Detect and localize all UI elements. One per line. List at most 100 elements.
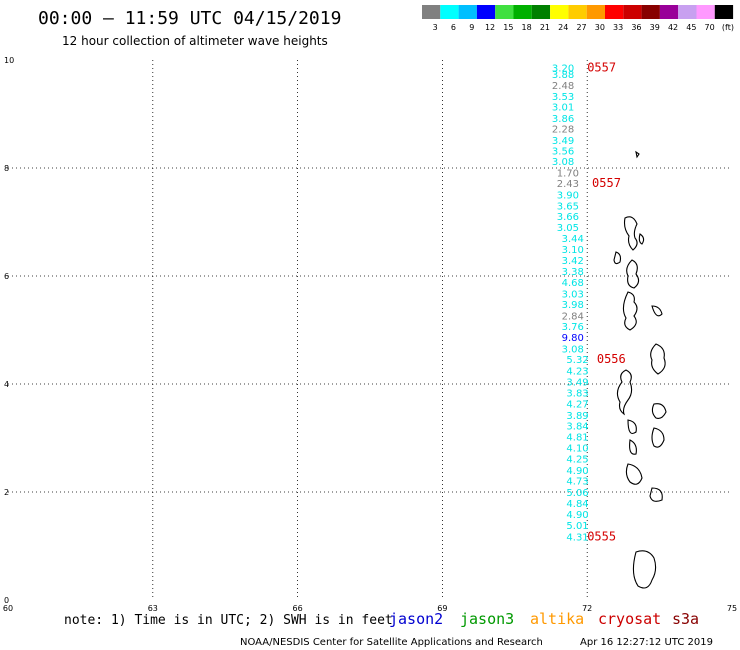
satellite-legend-jason2: jason2	[389, 610, 443, 628]
pass-time-label: 0556	[597, 352, 626, 366]
wave-height-point: 3.65	[557, 201, 579, 212]
wave-height-point: 4.90	[566, 466, 588, 477]
wave-height-point: 5.06	[566, 488, 588, 499]
wave-height-point: 4.90	[566, 510, 588, 521]
wave-height-point: 4.84	[566, 499, 588, 510]
satellite-legend-altika: altika	[530, 610, 584, 628]
wave-height-point: 3.03	[562, 289, 584, 300]
color-scale-label: 39	[650, 23, 660, 32]
wave-height-point: 4.25	[566, 455, 588, 466]
x-tick-label: 66	[293, 604, 303, 613]
wave-height-point: 3.83	[566, 389, 588, 400]
wave-height-point: 3.44	[562, 234, 584, 245]
wave-height-point: 4.81	[566, 432, 588, 443]
color-scale-legend: 3 6 9 12 15 18 21 24 27 30 33 36 39 42 45 70 (ft)	[422, 5, 734, 32]
footer-credit: NOAA/NESDIS Center for Satellite Applica…	[240, 637, 543, 648]
wave-height-point: 3.05	[557, 223, 579, 234]
wave-height-point: 3.49	[566, 377, 588, 388]
color-scale-swatch	[513, 5, 532, 19]
wave-height-point: 3.42	[562, 256, 584, 267]
color-scale-label: 21	[540, 23, 550, 32]
color-scale-swatch	[659, 5, 679, 19]
footer-note: note: 1) Time is in UTC; 2) SWH is in fe…	[64, 613, 393, 628]
island-outline	[613, 251, 622, 265]
color-scale-swatch	[678, 5, 697, 19]
wave-height-point: 3.53	[552, 92, 574, 103]
axis-ticks: 60 63 66 69 72 75 0 2 4 6 8 10	[3, 56, 737, 613]
island-outline	[651, 305, 663, 317]
wave-height-point: 3.20	[552, 64, 574, 75]
y-tick-label: 6	[4, 272, 9, 281]
color-scale-label: 18	[522, 23, 532, 32]
color-scale-swatch	[531, 5, 551, 19]
wave-height-point: 3.01	[552, 102, 574, 113]
wave-height-point: 3.10	[562, 245, 584, 256]
x-tick-label: 72	[582, 604, 592, 613]
island-outline	[650, 343, 666, 375]
wave-height-point: 1.70	[557, 168, 579, 179]
wave-height-point: 3.88	[552, 70, 574, 81]
island-outline	[616, 369, 633, 416]
chart-subtitle: 12 hour collection of altimeter wave hei…	[62, 34, 328, 48]
pass-time-label: 0557	[592, 176, 621, 190]
x-tick-label: 69	[437, 604, 447, 613]
island-outline	[651, 427, 665, 448]
color-scale-label: 36	[631, 23, 641, 32]
y-tick-label: 2	[4, 488, 9, 497]
wave-height-point: 2.48	[552, 81, 574, 92]
color-scale-label: 42	[668, 23, 678, 32]
satellite-legend-cryosat: cryosat	[598, 610, 661, 628]
wave-height-point: 2.28	[552, 125, 574, 136]
wave-height-point: 4.31	[566, 532, 588, 543]
wave-height-point: 3.86	[552, 114, 574, 125]
color-scale-swatch	[605, 5, 624, 19]
island-outline	[649, 487, 663, 502]
x-tick-label: 75	[727, 604, 737, 613]
wave-height-point: 4.23	[566, 367, 588, 378]
wave-height-point: 2.84	[562, 311, 584, 322]
wave-height-point: 3.38	[562, 267, 584, 278]
color-scale-swatch	[714, 5, 734, 19]
color-scale-label: 24	[558, 23, 568, 32]
wave-height-point: 4.10	[566, 444, 588, 455]
color-scale-label: 9	[469, 23, 474, 32]
y-tick-label: 8	[4, 164, 9, 173]
wave-height-point: 3.08	[562, 344, 584, 355]
color-scale-label: 45	[686, 23, 696, 32]
color-scale-swatch	[641, 5, 660, 19]
island-outline	[629, 439, 637, 455]
wave-height-values: 3.203.882.483.533.013.862.283.493.563.08…	[552, 64, 589, 544]
pass-time-label: 0557	[587, 61, 616, 75]
island-outline	[638, 233, 645, 245]
footer-timestamp: Apr 16 12:27:12 UTC 2019	[580, 637, 713, 648]
chart-title: 00:00 – 11:59 UTC 04/15/2019	[38, 8, 341, 29]
color-scale-swatch	[586, 5, 605, 19]
wave-height-point: 3.98	[562, 300, 584, 311]
island-outline	[651, 403, 667, 419]
color-scale-swatch	[495, 5, 514, 19]
y-tick-label: 0	[4, 596, 9, 605]
color-scale-swatch	[623, 5, 642, 19]
wave-height-point: 3.08	[552, 157, 574, 168]
color-scale-swatch	[568, 5, 587, 19]
wave-height-point: 3.56	[552, 147, 574, 158]
wave-height-point: 3.84	[566, 422, 588, 433]
pass-time-label: 0555	[587, 529, 616, 543]
wave-height-point: 3.66	[557, 212, 579, 223]
wave-height-point: 3.49	[552, 136, 574, 147]
y-tick-label: 4	[4, 380, 9, 389]
x-tick-label: 63	[148, 604, 158, 613]
island-outline	[626, 259, 640, 289]
wave-height-point: 9.80	[562, 333, 584, 344]
grid-lines	[8, 60, 732, 600]
color-scale-label: 70	[705, 23, 715, 32]
color-scale-label: 15	[503, 23, 513, 32]
wave-height-point: 4.68	[562, 278, 584, 289]
color-scale-label: 27	[576, 23, 586, 32]
color-scale-swatch	[440, 5, 459, 19]
color-scale-label: 33	[613, 23, 623, 32]
wave-height-point: 4.27	[566, 399, 588, 410]
satellite-legend-s3a: s3a	[672, 610, 699, 628]
color-scale-swatch	[476, 5, 496, 19]
